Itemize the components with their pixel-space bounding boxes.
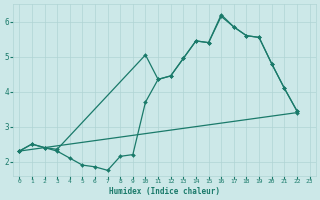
X-axis label: Humidex (Indice chaleur): Humidex (Indice chaleur) <box>109 187 220 196</box>
